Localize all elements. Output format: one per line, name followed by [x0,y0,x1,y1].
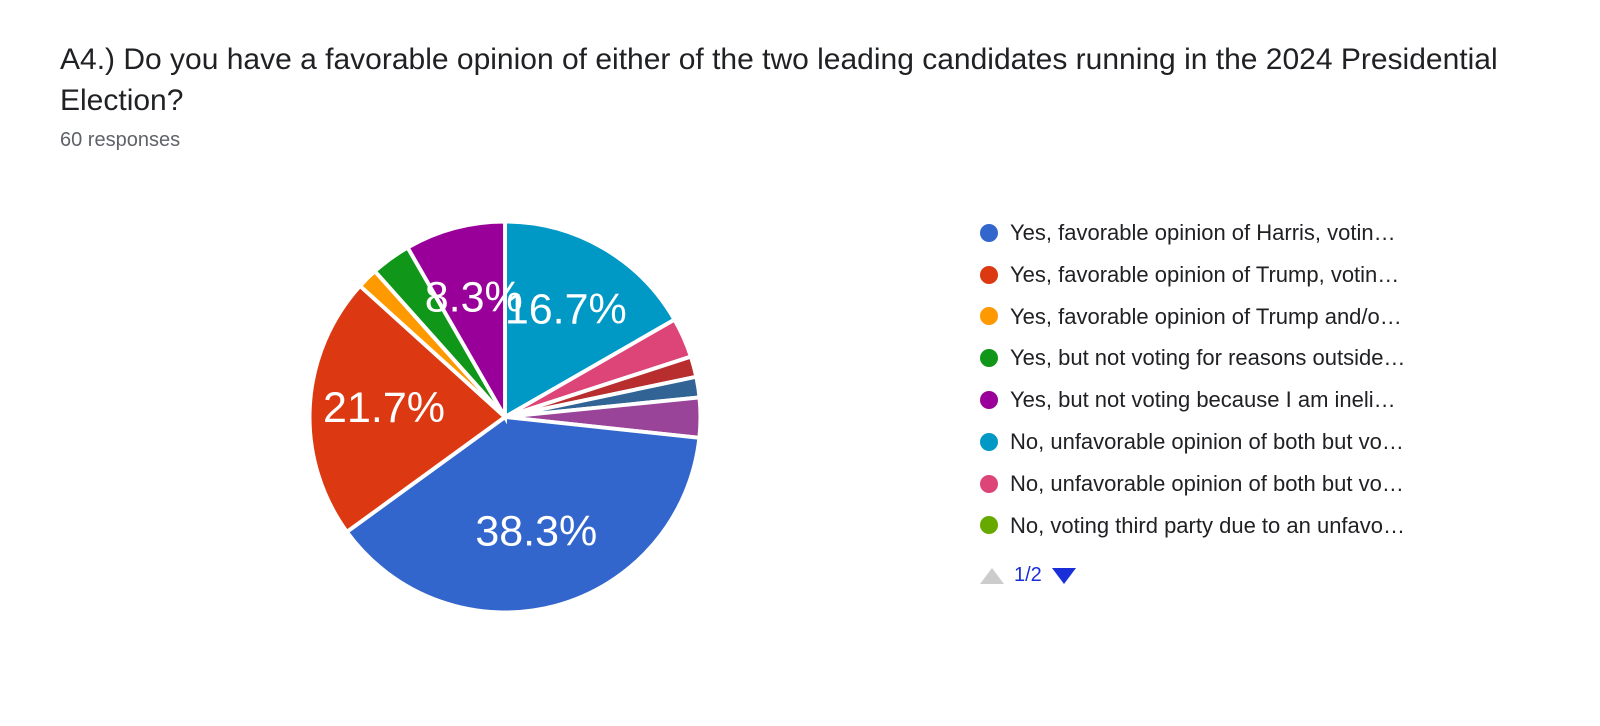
legend-swatch [980,516,998,534]
legend-pager: 1/2 [980,564,1405,587]
legend: Yes, favorable opinion of Harris, votin…… [980,212,1405,587]
legend-item[interactable]: Yes, favorable opinion of Harris, votin… [980,212,1405,254]
legend-item[interactable]: Yes, favorable opinion of Trump, votin… [980,254,1405,296]
legend-label: No, unfavorable opinion of both but vo… [1010,421,1404,463]
legend-label: Yes, favorable opinion of Trump, votin… [1010,254,1399,296]
legend-label: Yes, but not voting because I am ineli… [1010,379,1396,421]
pager-page-text: 1/2 [1014,564,1042,587]
legend-swatch [980,349,998,367]
legend-label: No, unfavorable opinion of both but vo… [1010,463,1404,505]
chart-row: 16.7% 38.3% 21.7% 8.3% Yes, favorable opini… [60,202,1540,632]
legend-swatch [980,475,998,493]
pie-slice-label: 21.7% [323,384,445,432]
pie-slice-label: 16.7% [505,285,627,333]
legend-label: No, voting third party due to an unfavo… [1010,505,1405,547]
legend-item[interactable]: No, voting third party due to an unfavo… [980,505,1405,547]
legend-item[interactable]: Yes, favorable opinion of Trump and/o… [980,296,1405,338]
pager-next-icon[interactable] [1052,568,1076,584]
question-title: A4.) Do you have a favorable opinion of … [60,40,1540,121]
legend-swatch [980,224,998,242]
legend-item[interactable]: No, unfavorable opinion of both but vo… [980,421,1405,463]
legend-item[interactable]: No, unfavorable opinion of both but vo… [980,463,1405,505]
legend-swatch [980,433,998,451]
legend-list: Yes, favorable opinion of Harris, votin…… [980,212,1405,546]
pie-chart: 16.7% 38.3% 21.7% 8.3% [290,202,720,632]
chart-card: A4.) Do you have a favorable opinion of … [0,0,1600,726]
legend-swatch [980,307,998,325]
legend-label: Yes, but not voting for reasons outside… [1010,337,1405,379]
legend-label: Yes, favorable opinion of Harris, votin… [1010,212,1396,254]
response-count: 60 responses [60,129,1540,152]
legend-swatch [980,266,998,284]
pie-slice-label: 38.3% [475,507,597,555]
legend-swatch [980,391,998,409]
pie-slice-label: 8.3% [425,273,523,321]
pager-prev-icon [980,568,1004,584]
legend-label: Yes, favorable opinion of Trump and/o… [1010,296,1402,338]
legend-item[interactable]: Yes, but not voting because I am ineli… [980,379,1405,421]
legend-item[interactable]: Yes, but not voting for reasons outside… [980,337,1405,379]
